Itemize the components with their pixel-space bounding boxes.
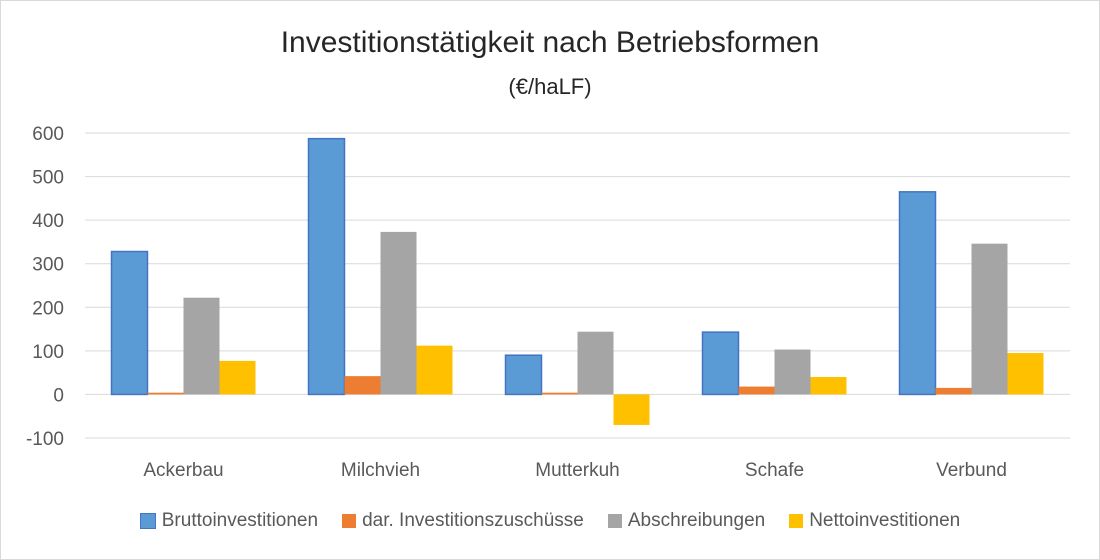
y-tick-label: 600	[32, 124, 64, 145]
bar-4-3	[1007, 353, 1044, 395]
y-tick-label: 0	[53, 385, 64, 406]
bar-0-2	[183, 297, 220, 395]
bars	[110, 137, 1044, 425]
category-label: Verbund	[936, 460, 1007, 481]
legend-swatch	[139, 513, 156, 529]
y-tick-label: 100	[32, 342, 64, 363]
bar-0-1	[147, 392, 184, 395]
bar-2-3	[613, 394, 650, 425]
y-axis-ticks: 600 500 400 300 200 100 0 -100	[26, 124, 64, 450]
category-label: Milchvieh	[341, 460, 420, 481]
bar-3-0	[701, 331, 740, 396]
legend-item: Nettoinvestitionen	[789, 510, 960, 532]
y-tick-label: 300	[32, 255, 64, 276]
y-tick-label: 400	[32, 211, 64, 232]
legend-label: dar. Investitionszuschüsse	[362, 510, 584, 531]
category-label: Ackerbau	[143, 460, 223, 481]
category-label: Schafe	[745, 460, 804, 481]
bar-0-0	[110, 250, 149, 396]
bar-1-1	[344, 376, 381, 395]
legend-swatch	[789, 514, 804, 528]
legend-label: Abschreibungen	[627, 510, 766, 531]
bar-4-2	[971, 243, 1008, 395]
bar-3-3	[810, 377, 847, 395]
legend: Bruttoinvestitionen dar. Investitionszusc…	[0, 510, 1100, 532]
chart-title: Investitionstätigkeit nach Betriebsforme…	[280, 26, 820, 59]
legend-swatch	[342, 514, 357, 528]
legend-item: Abschreibungen	[607, 510, 766, 532]
bar-2-1	[541, 392, 578, 395]
legend-label: Nettoinvestitionen	[809, 510, 961, 531]
legend-item: dar. Investitionszuschüsse	[342, 510, 584, 532]
bar-4-0	[898, 191, 937, 396]
bar-3-1	[738, 386, 775, 395]
category-label: Mutterkuh	[535, 460, 619, 481]
bar-1-2	[380, 231, 417, 395]
y-tick-label: -100	[26, 429, 64, 450]
legend-item: Bruttoinvestitionen	[139, 510, 319, 532]
bar-2-0	[504, 354, 543, 396]
y-tick-label: 200	[32, 298, 64, 319]
chart-subtitle: (€/haLF)	[508, 74, 592, 99]
bar-1-3	[416, 345, 453, 395]
bar-3-2	[774, 349, 811, 395]
legend-label: Bruttoinvestitionen	[161, 510, 319, 531]
bar-2-2	[577, 331, 614, 395]
y-tick-label: 500	[32, 168, 64, 189]
bar-4-1	[935, 387, 972, 395]
bar-0-3	[219, 360, 256, 395]
category-labels: Ackerbau Milchvieh Mutterkuh Schafe Verbund	[143, 460, 1007, 481]
legend-swatch	[607, 514, 622, 528]
bar-1-0	[307, 137, 346, 396]
